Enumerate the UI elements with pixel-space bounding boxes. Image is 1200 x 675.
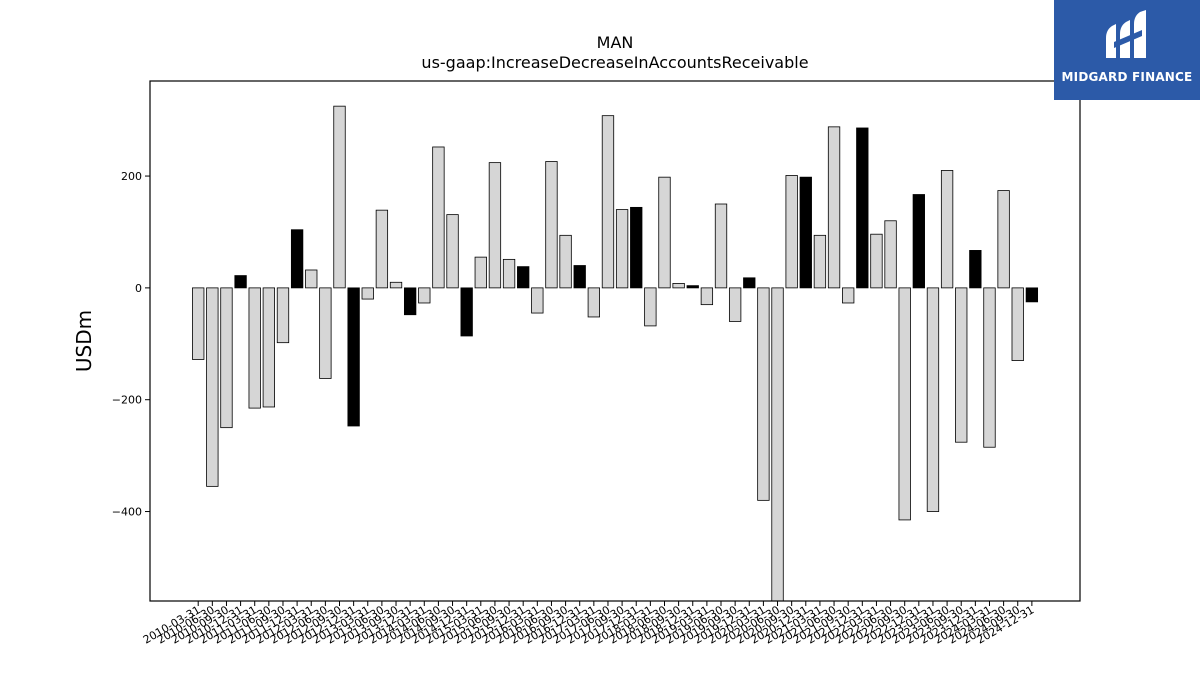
bar-2018-09-30 (672, 283, 685, 289)
bar-2022-09-30 (898, 287, 911, 521)
bar-2019-09-30 (728, 287, 742, 322)
midgard-logo-icon (1106, 10, 1146, 58)
bar-2013-12-31 (403, 287, 417, 316)
bar-2024-06-30 (997, 190, 1010, 289)
bar-2022-12-31 (912, 194, 925, 289)
bar-2012-09-30 (333, 105, 346, 289)
bar-2018-12-31 (686, 285, 699, 289)
bar-2024-03-31 (983, 287, 996, 448)
bar-2017-12-31 (630, 206, 643, 289)
bar-2021-03-31 (813, 234, 827, 289)
bar-2015-12-31 (517, 266, 530, 289)
bar-2015-06-30 (488, 162, 502, 289)
bar-2011-06-30 (262, 287, 276, 408)
x-axis: 2010-03-312010-06-302010-09-302010-12-31… (141, 601, 1036, 647)
bar-2012-12-31 (347, 287, 360, 427)
bar-2020-09-30 (785, 175, 798, 289)
bar-2016-03-31 (531, 287, 544, 314)
bar-2012-03-31 (305, 269, 318, 289)
bar-2024-09-30 (1011, 287, 1024, 361)
bar-2021-09-30 (842, 287, 855, 304)
bar-2018-06-30 (658, 176, 671, 289)
bar-2016-12-31 (573, 265, 586, 289)
bar-2010-12-31 (234, 275, 247, 289)
bar-2010-06-30 (206, 287, 219, 487)
bar-2010-03-31 (192, 287, 205, 360)
brand-logo: MIDGARD FINANCE (1054, 0, 1200, 100)
plot-frame (149, 80, 1081, 602)
bar-2013-06-30 (375, 209, 389, 289)
y-tick-label: −400 (112, 506, 142, 519)
bar-2015-03-31 (474, 256, 487, 289)
bar-2014-09-30 (446, 214, 459, 289)
bar-2017-06-30 (601, 115, 615, 289)
bar-2017-03-31 (587, 287, 600, 318)
bar-2022-03-31 (870, 233, 883, 289)
bar-2019-12-31 (743, 277, 756, 289)
bar-2022-06-30 (884, 220, 897, 289)
bar-2017-09-30 (615, 209, 629, 289)
bar-2011-12-31 (290, 229, 304, 289)
bar-2023-06-30 (940, 170, 954, 289)
y-tick-label: 200 (121, 170, 142, 183)
bar-2014-06-30 (432, 146, 445, 289)
bar-2024-12-31 (1025, 287, 1039, 303)
y-axis: −400 −200 0 200 (112, 170, 150, 519)
bar-2015-09-30 (502, 258, 516, 289)
bar-2019-06-30 (714, 203, 728, 289)
bar-2011-09-30 (276, 287, 290, 344)
bar-2020-12-31 (799, 176, 812, 289)
bar-2023-09-30 (955, 287, 968, 443)
brand-logo-text: MIDGARD FINANCE (1061, 70, 1193, 84)
bar-2014-12-31 (460, 287, 473, 337)
y-tick-label: −200 (112, 394, 142, 407)
chart-title: MAN (597, 33, 634, 52)
bar-2010-09-30 (220, 287, 233, 429)
bar-2018-03-31 (644, 287, 657, 327)
bar-2023-12-31 (969, 250, 982, 289)
chart-subtitle: us-gaap:IncreaseDecreaseInAccountsReceiv… (421, 53, 808, 72)
bar-2014-03-31 (418, 287, 431, 304)
bar-2020-03-31 (757, 287, 770, 501)
bar-2013-09-30 (389, 281, 403, 289)
bar-2013-03-31 (361, 287, 374, 300)
bar-2020-06-30 (771, 287, 784, 602)
bar-2012-06-30 (319, 287, 332, 379)
bar-2011-03-31 (248, 287, 261, 409)
bar-2021-06-30 (827, 126, 841, 289)
y-axis-label: USDm (72, 310, 96, 372)
bar-2016-09-30 (559, 234, 572, 289)
bars-group (192, 105, 1039, 602)
bar-2023-03-31 (926, 287, 940, 512)
bar-2021-12-31 (856, 127, 869, 289)
y-tick-label: 0 (135, 282, 142, 295)
bar-2019-03-31 (700, 287, 714, 306)
bar-2016-06-30 (545, 161, 558, 289)
